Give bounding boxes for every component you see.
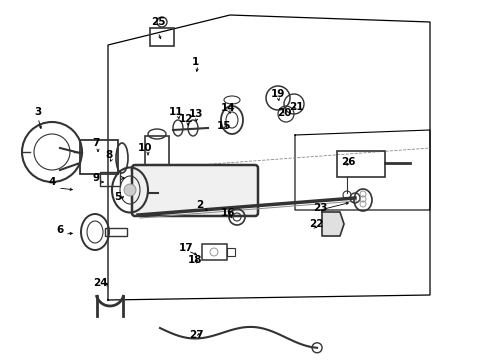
Bar [337, 151, 385, 177]
Text: 5: 5 [114, 192, 122, 202]
Text: 14: 14 [220, 103, 235, 113]
Text: 27: 27 [189, 330, 203, 340]
Bar [145, 136, 169, 166]
Bar [80, 140, 118, 174]
Bar [105, 228, 127, 236]
Text: 4: 4 [49, 177, 56, 187]
Text: 16: 16 [221, 208, 235, 218]
Text: 24: 24 [93, 278, 107, 288]
Text: 17: 17 [179, 243, 194, 253]
Text: 10: 10 [138, 143, 152, 153]
Text: 23: 23 [313, 203, 327, 213]
Text: 8: 8 [105, 150, 113, 160]
Bar [100, 172, 120, 186]
Text: 9: 9 [93, 173, 99, 183]
Text: 7: 7 [92, 138, 99, 148]
Bar [150, 28, 174, 46]
Text: 12: 12 [179, 114, 193, 124]
Text: 2: 2 [196, 200, 204, 210]
Text: 22: 22 [309, 219, 323, 229]
Polygon shape [322, 212, 344, 236]
Text: 11: 11 [169, 107, 183, 117]
Text: 6: 6 [56, 225, 64, 235]
Text: 13: 13 [189, 109, 203, 119]
Text: 15: 15 [217, 121, 231, 131]
Text: 25: 25 [151, 17, 165, 27]
Text: 19: 19 [271, 89, 285, 99]
Text: 1: 1 [192, 57, 198, 67]
Text: 26: 26 [341, 157, 355, 167]
Text: 18: 18 [188, 255, 202, 265]
Circle shape [124, 184, 136, 196]
Polygon shape [108, 15, 430, 300]
FancyBboxPatch shape [132, 165, 258, 216]
Text: 20: 20 [277, 108, 291, 118]
Bar [227, 248, 235, 256]
Text: 3: 3 [34, 107, 42, 117]
Text: 21: 21 [289, 102, 303, 112]
Bar [202, 244, 227, 260]
